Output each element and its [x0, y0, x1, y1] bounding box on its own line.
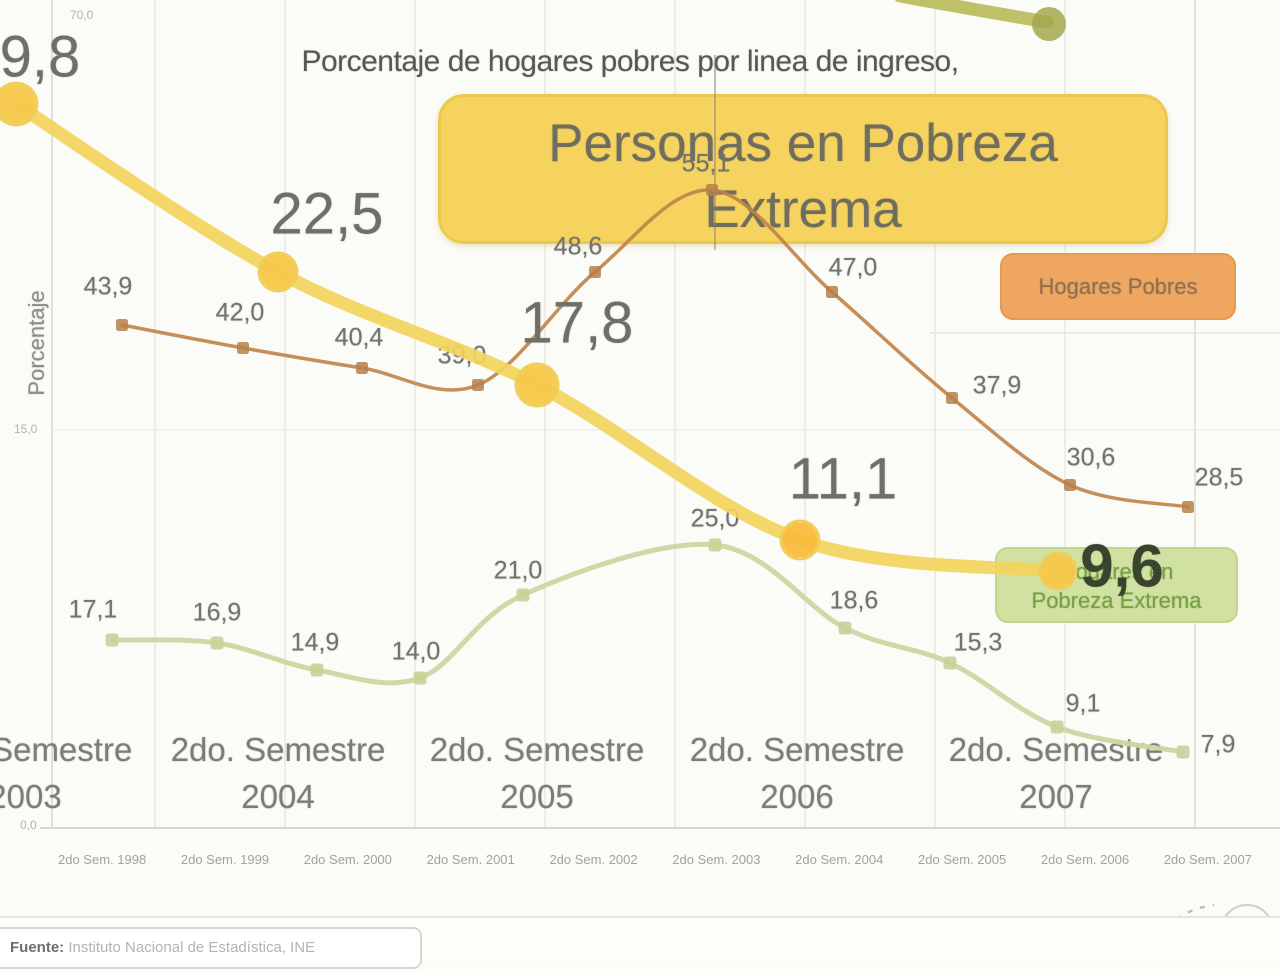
x-label-2007-text: 2do. Semestre	[948, 731, 1164, 768]
marker-hogares-pobreza-extrema	[838, 621, 852, 635]
data-label-pobres-1999: 42,0	[215, 298, 265, 327]
legend-hogares-pobres: Hogares Pobres	[1000, 253, 1236, 320]
source-box: Fuente: Instituto Nacional de Estadístic…	[0, 927, 422, 969]
marker-hogares-pobreza-extrema	[1176, 745, 1190, 759]
x-small-2000: 2do Sem. 2000	[303, 852, 392, 867]
data-label-pobres-2005: 37,9	[972, 371, 1022, 400]
marker-hogares-pobres	[472, 379, 484, 391]
callout-line1: Personas en Pobreza	[548, 114, 1058, 173]
x-small-1998: 2do Sem. 1998	[58, 852, 147, 867]
x-small-1999: 2do Sem. 1999	[180, 852, 270, 867]
data-label-extrema-2006: 9,1	[1065, 689, 1101, 718]
x-label-2006-text: 2do. Semestre	[689, 731, 905, 768]
marker-hogares-pobres	[826, 286, 838, 298]
y-axis-label: Porcentaje	[24, 290, 49, 396]
x-label-2004-text: 2do. Semestre	[170, 731, 386, 768]
overlay-value-2004: 22,5	[270, 181, 384, 247]
dot-personas-pobreza-extrema	[779, 519, 821, 561]
data-label-extrema-2003: 25,0	[690, 504, 740, 533]
x-label-2004-year: 2004	[241, 778, 315, 815]
marker-hogares-pobreza-extrema	[210, 636, 224, 650]
source-text: Instituto Nacional de Estadística, INE	[64, 939, 316, 956]
x-small-2001: 2do Sem. 2001	[426, 852, 515, 867]
y-tick-15: 15,0	[14, 422, 38, 436]
x-label-2003-year: 2003	[0, 778, 62, 815]
marker-hogares-pobres	[237, 342, 249, 354]
y-tick-70: 70,0	[70, 8, 94, 22]
olive-line-fragment	[894, 0, 1054, 29]
legend-hogares-pobres-label: Hogares Pobres	[1038, 274, 1198, 299]
x-label-2006: 2do. Semestre 2006	[690, 726, 905, 820]
data-label-pobres-1998: 43,9	[83, 272, 133, 301]
overlay-value-2003: 9,8	[0, 24, 81, 90]
data-label-extrema-2002: 21,0	[493, 556, 543, 585]
dot-personas-pobreza-extrema	[257, 251, 299, 293]
x-label-2004: 2do. Semestre 2004	[171, 726, 386, 820]
marker-hogares-pobres	[1182, 501, 1194, 513]
x-small-2005: 2do Sem. 2005	[918, 852, 1007, 867]
x-label-2003: 2do. Semestre 2003	[0, 726, 132, 820]
x-axis-small-labels: 2do Sem. 1998 2do Sem. 1999 2do Sem. 200…	[58, 852, 1252, 867]
x-small-2004: 2do Sem. 2004	[795, 852, 884, 867]
marker-hogares-pobres	[356, 362, 368, 374]
olive-line-dot	[1032, 7, 1066, 41]
data-label-extrema-2001: 14,0	[391, 637, 441, 666]
x-label-2005-text: 2do. Semestre	[429, 731, 645, 768]
x-small-2002: 2do Sem. 2002	[549, 852, 638, 867]
footer-bar: Fuente: Instituto Nacional de Estadístic…	[0, 916, 1280, 969]
x-small-2003: 2do Sem. 2003	[672, 852, 761, 867]
marker-hogares-pobreza-extrema	[943, 656, 957, 670]
overlay-value-2007: 9,6	[1080, 532, 1164, 600]
marker-hogares-pobres	[946, 392, 958, 404]
x-small-2006: 2do Sem. 2006	[1040, 852, 1130, 867]
data-label-pobres-2004: 47,0	[828, 253, 878, 282]
callout-personas-pobreza-extrema: Personas en Pobreza Extrema	[438, 94, 1168, 244]
marker-hogares-pobres	[1064, 479, 1076, 491]
x-label-2005: 2do. Semestre 2005	[430, 726, 645, 820]
x-label-2007: 2do. Semestre 2007	[949, 726, 1164, 820]
marker-hogares-pobres	[589, 266, 601, 278]
y-tick-0: 0,0	[20, 818, 37, 832]
marker-hogares-pobreza-extrema	[516, 588, 530, 602]
data-label-extrema-2005: 15,3	[953, 628, 1003, 657]
data-label-pobres-2007: 28,5	[1194, 463, 1244, 492]
overlay-value-2005: 17,8	[520, 290, 634, 356]
data-label-extrema-1998: 17,1	[68, 595, 118, 624]
marker-hogares-pobreza-extrema	[310, 663, 324, 677]
data-label-pobres-2001: 39,0	[437, 341, 487, 370]
callout-line2: Extrema	[704, 180, 902, 239]
x-small-2007: 2do Sem. 2007	[1163, 852, 1252, 867]
source-label: Fuente:	[10, 939, 65, 956]
overlay-value-2006: 11,1	[788, 446, 898, 512]
data-label-extrema-2007: 7,9	[1200, 730, 1236, 759]
marker-hogares-pobreza-extrema	[413, 671, 427, 685]
data-label-extrema-2000: 14,9	[290, 628, 340, 657]
data-label-pobres-2000: 40,4	[334, 323, 384, 352]
marker-hogares-pobreza-extrema	[105, 633, 119, 647]
data-label-pobres-2003: 55,1	[681, 149, 731, 178]
x-label-2005-year: 2005	[500, 778, 574, 815]
dot-personas-pobreza-extrema	[514, 362, 560, 408]
x-label-2006-year: 2006	[760, 778, 834, 815]
marker-hogares-pobreza-extrema	[708, 538, 722, 552]
marker-hogares-pobres	[116, 319, 128, 331]
data-label-pobres-2002: 48,6	[553, 232, 603, 261]
data-label-extrema-2004: 18,6	[829, 586, 879, 615]
data-label-pobres-2006: 30,6	[1066, 443, 1116, 472]
chart-title-line1: Porcentaje de hogares pobres por linea d…	[301, 45, 959, 78]
x-label-2003-text: 2do. Semestre	[0, 731, 133, 768]
x-label-2007-year: 2007	[1019, 778, 1093, 815]
data-label-extrema-1999: 16,9	[192, 598, 242, 627]
